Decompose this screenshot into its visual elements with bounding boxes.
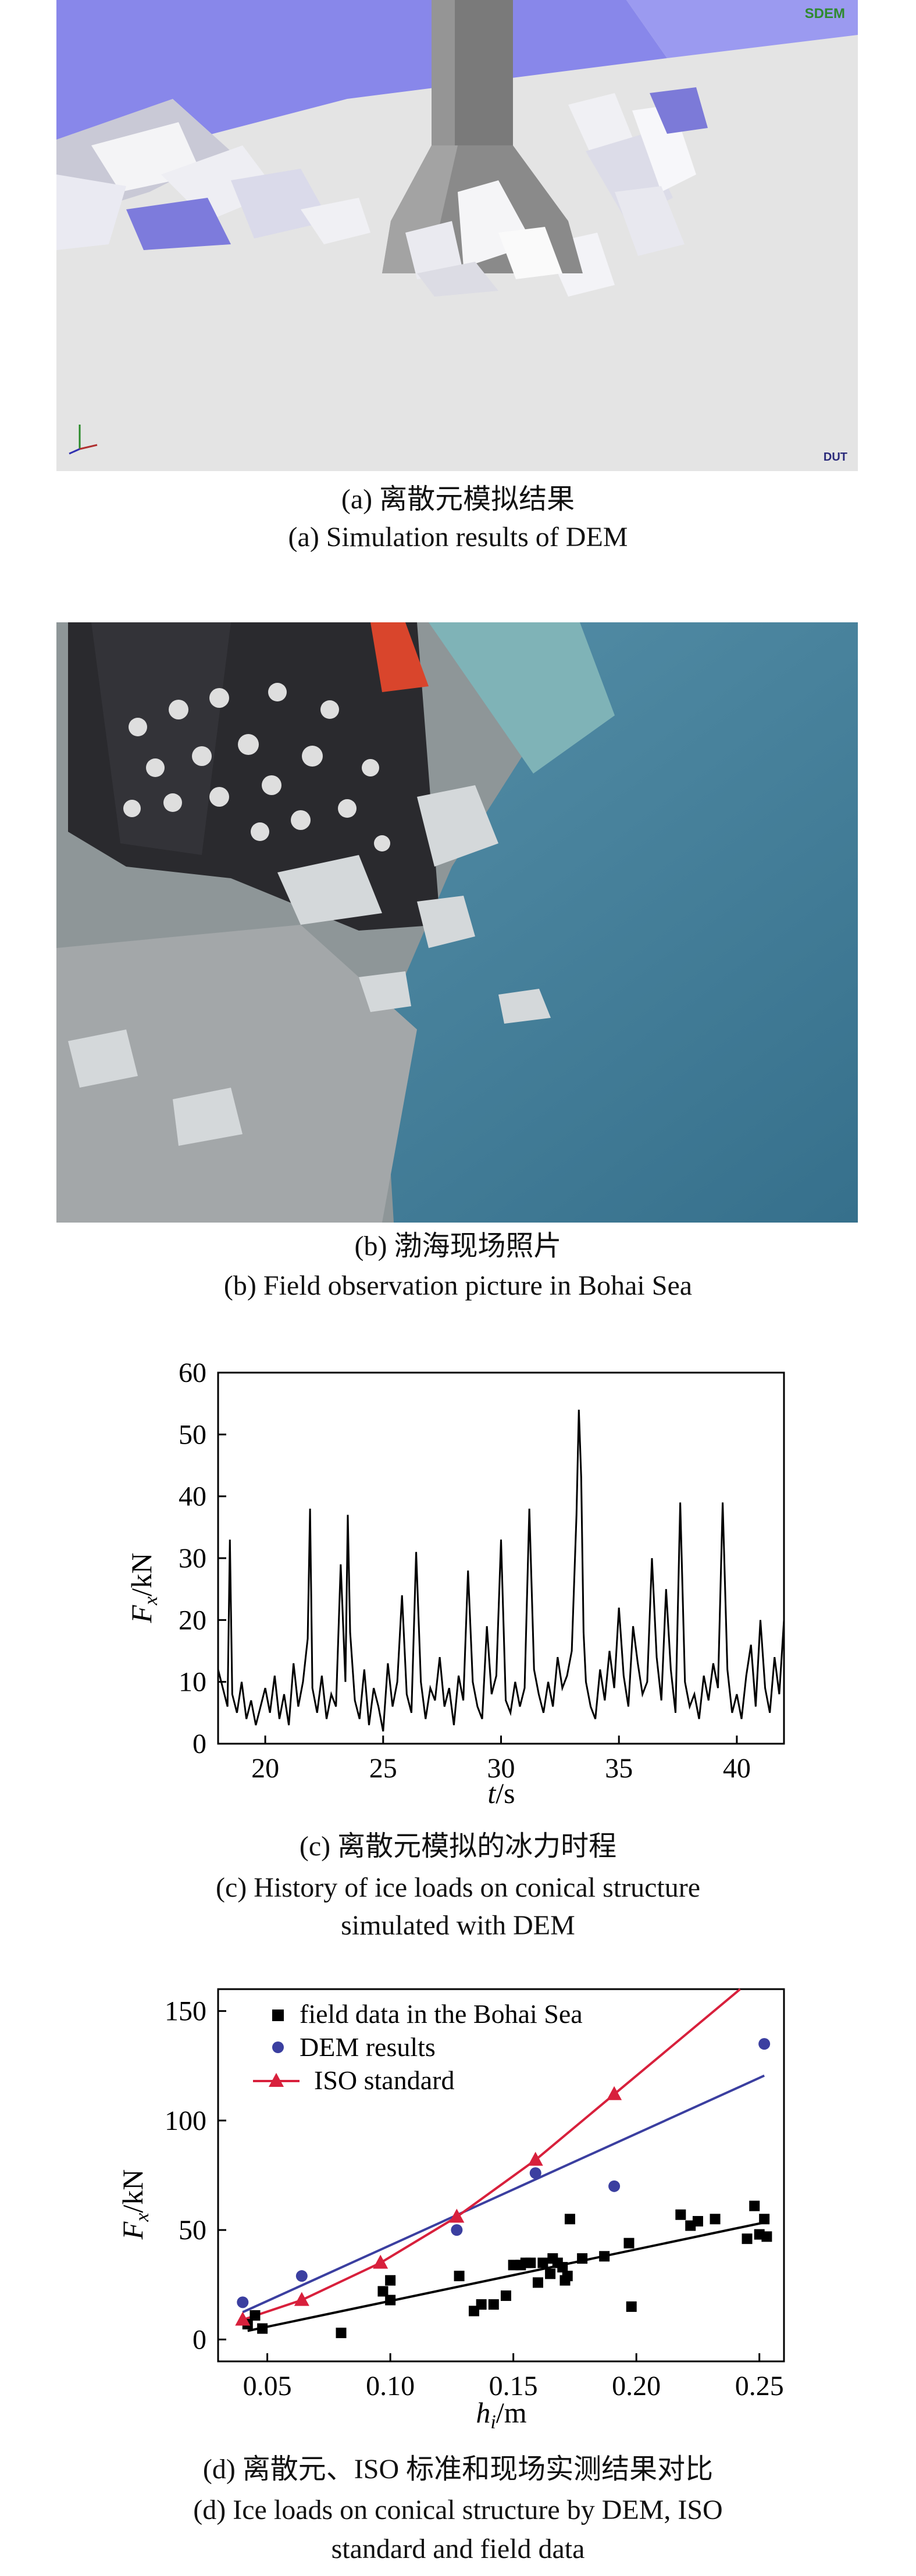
iso-standard-point [235,2311,251,2326]
y-tick-label: 0 [193,1729,206,1759]
field-data-point [557,2262,568,2273]
y-tick-label: 50 [179,2215,206,2246]
field-data-point [759,2214,770,2225]
x-axis-label: hi/m [476,2396,526,2433]
x-axis-label: t/s [487,1777,515,1809]
caption-d-en-line1: (d) Ice loads on conical structure by DE… [193,2495,723,2525]
field-data-point [564,2214,575,2225]
field-data-point [377,2286,389,2297]
caption-c-cn: (c) 离散元模拟的冰力时程 [299,1831,617,1862]
sdem-logo: SDEM [804,6,845,22]
x-tick-label: 25 [369,1753,397,1784]
field-data-point [525,2257,536,2268]
field-data-point [336,2328,347,2339]
dem-trend-line [242,2074,765,2314]
field-data-point [385,2275,396,2286]
field-data-point [537,2257,548,2268]
x-tick-label: 30 [487,1753,515,1784]
field-data-point [257,2323,268,2334]
ice-load-series-line [217,1409,785,1732]
field-data-point [577,2253,588,2264]
iso-standard-point [449,2208,465,2223]
dem-result-point [758,2038,771,2050]
x-tick-label: 0.20 [612,2371,661,2402]
x-tick-label: 0.05 [243,2371,292,2402]
dem-result-point [295,2270,308,2282]
axis-triad-icon [69,425,98,455]
y-axis-label: Fx/kN [125,1553,162,1624]
caption-c-en-line1: (c) History of ice loads on conical stru… [215,1872,701,1903]
x-tick-label: 35 [605,1753,633,1784]
x-tick-label: 0.10 [366,2371,415,2402]
field-data-point [626,2301,637,2312]
dem-simulation-image: SDEM DUT [56,0,858,471]
x-tick-label: 0.15 [489,2371,538,2402]
legend-marker-field [272,2010,284,2021]
dem-result-point [451,2224,463,2236]
field-data-point [454,2271,465,2282]
caption-b-cn: (b) 渤海现场照片 [354,1231,562,1262]
field-data-point [545,2268,556,2279]
field-data-point [250,2310,261,2321]
y-tick-label: 100 [165,2105,206,2136]
dut-watermark: DUT [823,451,847,464]
dem-result-point [529,2167,541,2179]
field-data-point [385,2294,396,2306]
iso-standard-point [527,2151,543,2166]
iso-standard-point [607,2086,622,2100]
field-data-point [742,2233,753,2244]
field-data-point [761,2231,772,2242]
field-data-point [675,2209,686,2220]
field-data-point [623,2237,635,2249]
x-tick-label: 40 [723,1753,751,1784]
field-data-point [692,2216,703,2227]
iso-standard-point [294,2292,309,2306]
y-axis-label: Fx/kN [116,2169,153,2240]
y-tick-label: 40 [179,1481,206,1512]
ice-load-comparison-chart: 0 50 100 150 0.05 0.10 0.15 0.20 0.25 field data… [116,1988,785,2433]
caption-b-en: (b) Field observation picture in Bohai S… [223,1270,693,1301]
caption-c-en-line2: simulated with DEM [341,1910,575,1941]
legend-label-iso: ISO standard [314,2065,454,2095]
plot-frame [217,1988,785,2363]
ice-load-time-history-chart: 0 10 20 30 40 50 60 20 25 30 35 40 Fx/kN t/s [125,1358,785,1809]
y-tick-label: 20 [179,1605,206,1636]
dem-result-point [237,2296,249,2308]
field-data-point [749,2200,760,2211]
x-tick-label: 0.25 [735,2371,784,2402]
y-tick-label: 50 [179,1419,206,1450]
y-tick-label: 60 [179,1358,206,1388]
caption-d-cn: (d) 离散元、ISO 标准和现场实测结果对比 [202,2454,714,2485]
field-data-point [532,2277,543,2288]
x-tick-label: 20 [251,1753,279,1784]
caption-a-cn: (a) 离散元模拟结果 [341,484,575,515]
caption-d-en-line2: standard and field data [331,2534,585,2564]
field-data-point [488,2299,499,2310]
field-trend-line [247,2221,767,2332]
y-tick-label: 0 [193,2324,206,2355]
field-data-point [476,2299,487,2310]
legend-marker-iso [269,2073,284,2087]
y-tick-label: 150 [165,1996,206,2027]
caption-a-en: (a) Simulation results of DEM [288,522,628,553]
field-observation-photo [56,622,858,1223]
field-data-point [599,2251,610,2262]
legend-marker-dem [272,2041,284,2053]
field-data-point [562,2271,573,2282]
legend-label-field: field data in the Bohai Sea [300,1999,583,2029]
iso-standard-point [373,2254,389,2269]
legend: field data in the Bohai Sea DEM results … [253,1999,583,2095]
dem-result-point [608,2180,621,2192]
legend-label-dem: DEM results [300,2032,436,2062]
y-tick-label: 30 [179,1543,206,1574]
field-data-point [500,2290,511,2301]
field-data-point [710,2214,721,2225]
y-tick-label: 10 [179,1667,206,1698]
